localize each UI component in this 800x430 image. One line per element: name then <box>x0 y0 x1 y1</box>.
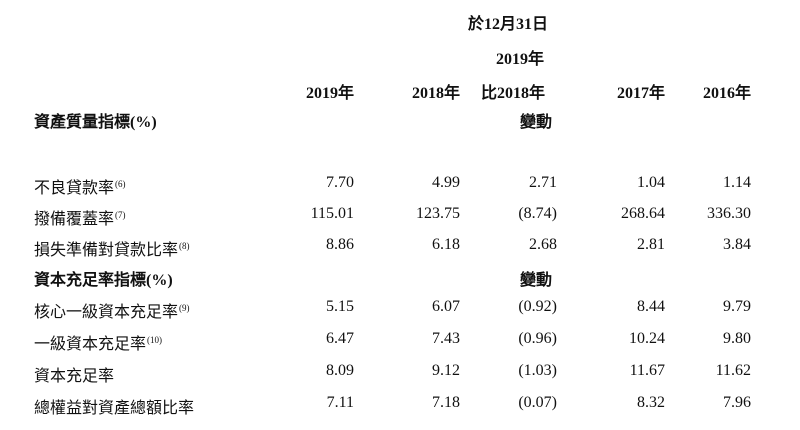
value-cell-col-2017: 11.67 <box>629 362 665 379</box>
row-label-text: 一級資本充足率 <box>34 336 147 353</box>
value-cell-col-2018: 6.18 <box>432 236 460 253</box>
value-cell-col-2018: 7.18 <box>432 394 460 411</box>
value-cell-col-2017: 10.24 <box>629 330 665 347</box>
row-label-text: 總權益對資產總額比率 <box>34 400 195 417</box>
value-cell-col-change: (8.74) <box>518 205 557 222</box>
value-cell-col-2016: 336.30 <box>707 205 751 222</box>
row-label: 資本充足率 <box>34 362 115 386</box>
footnote-marker: (8) <box>179 241 190 251</box>
value-cell-col-2017: 1.04 <box>637 174 665 191</box>
row-label-text: 損失準備對貸款比率 <box>34 242 179 259</box>
value-cell-col-2017: 8.44 <box>637 298 665 315</box>
value-cell-col-2019: 115.01 <box>310 205 354 222</box>
footnote-marker: (7) <box>115 210 126 220</box>
value-cell-col-change: (1.03) <box>518 362 557 379</box>
section-change-label: 變動 <box>520 272 553 289</box>
value-cell-col-2018: 7.43 <box>432 330 460 347</box>
change-compare-header: 比2018年 <box>481 85 546 102</box>
row-label-text: 撥備覆蓋率 <box>34 211 115 228</box>
value-cell-col-change: (0.07) <box>518 394 557 411</box>
value-cell-col-2018: 6.07 <box>432 298 460 315</box>
date-header: 於12月31日 <box>468 16 549 33</box>
value-cell-col-2016: 7.96 <box>723 394 751 411</box>
value-cell-col-2018: 9.12 <box>432 362 460 379</box>
value-cell-col-2019: 5.15 <box>326 298 354 315</box>
column-header-2017: 2017年 <box>616 85 665 102</box>
row-label-text: 不良貸款率 <box>34 180 115 197</box>
column-header-2018: 2018年 <box>411 85 460 102</box>
value-cell-col-2016: 1.14 <box>723 174 751 191</box>
change-year-header: 2019年 <box>496 51 545 68</box>
value-cell-col-2017: 8.32 <box>637 394 665 411</box>
row-label: 撥備覆蓋率(7) <box>34 205 126 229</box>
section-title-capital-adequacy: 資本充足率指標(%) <box>34 272 173 289</box>
value-cell-col-2018: 123.75 <box>416 205 460 222</box>
value-cell-col-change: (0.92) <box>518 298 557 315</box>
value-cell-col-2017: 2.81 <box>637 236 665 253</box>
row-label: 一級資本充足率(10) <box>34 330 162 354</box>
value-cell-col-2019: 8.86 <box>326 236 354 253</box>
footnote-marker: (6) <box>115 179 126 189</box>
row-label: 總權益對資產總額比率 <box>34 394 195 418</box>
footnote-marker: (9) <box>179 303 190 313</box>
column-header-2016: 2016年 <box>702 85 751 102</box>
row-label: 損失準備對貸款比率(8) <box>34 236 190 260</box>
value-cell-col-2017: 268.64 <box>621 205 665 222</box>
section-title-asset-quality: 資產質量指標(%) <box>34 114 157 131</box>
column-header-2019: 2019年 <box>305 85 354 102</box>
value-cell-col-2019: 7.70 <box>326 174 354 191</box>
footnote-marker: (10) <box>147 335 163 345</box>
row-label-text: 核心一級資本充足率 <box>34 304 179 321</box>
value-cell-col-2016: 9.79 <box>723 298 751 315</box>
value-cell-col-2019: 6.47 <box>326 330 354 347</box>
value-cell-col-2016: 9.80 <box>723 330 751 347</box>
value-cell-col-2019: 8.09 <box>326 362 354 379</box>
row-label: 核心一級資本充足率(9) <box>34 298 190 322</box>
row-label-text: 資本充足率 <box>34 368 115 385</box>
section-change-label: 變動 <box>520 114 553 131</box>
value-cell-col-change: (0.96) <box>518 330 557 347</box>
row-label: 不良貸款率(6) <box>34 174 126 198</box>
value-cell-col-change: 2.71 <box>529 174 557 191</box>
value-cell-col-2016: 11.62 <box>715 362 751 379</box>
value-cell-col-2019: 7.11 <box>326 394 354 411</box>
value-cell-col-2018: 4.99 <box>432 174 460 191</box>
value-cell-col-2016: 3.84 <box>723 236 751 253</box>
value-cell-col-change: 2.68 <box>529 236 557 253</box>
